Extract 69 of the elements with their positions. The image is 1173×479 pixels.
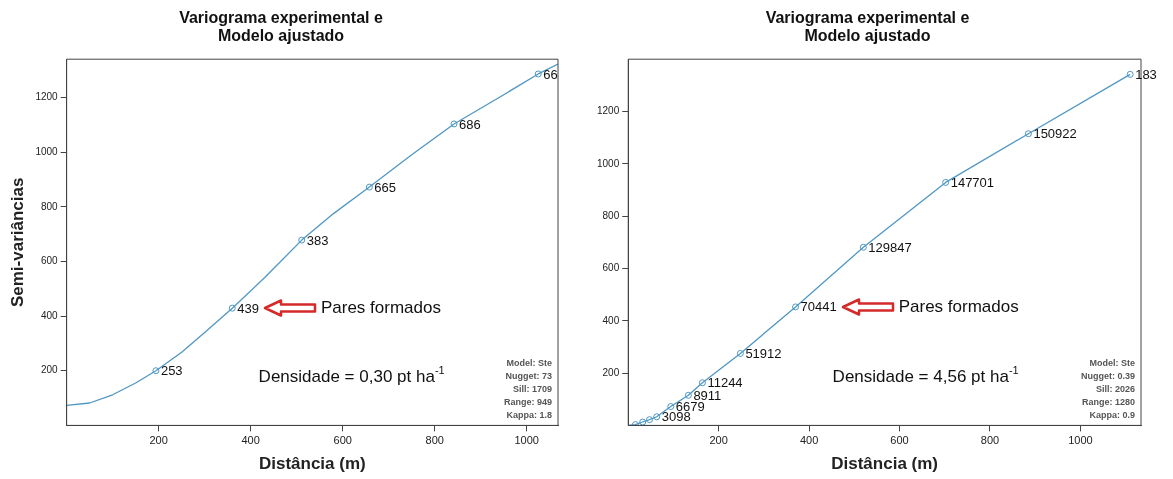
x-tick-label: 600 — [333, 434, 352, 447]
y-tick-label: 1200 — [597, 105, 620, 117]
annotation: 665 — [374, 179, 397, 195]
annotation: 66 — [543, 66, 558, 82]
annotation: 70441 — [800, 299, 837, 315]
point — [365, 183, 373, 191]
annotation: 686 — [459, 116, 481, 132]
point — [792, 303, 800, 311]
point — [667, 403, 675, 411]
annotation: Kappa: 0.9 — [1089, 409, 1135, 420]
y-tick-label: 1000 — [597, 157, 620, 169]
y-axis-title: Semi-variâncias — [7, 177, 27, 308]
point — [152, 367, 160, 375]
chart-title: Variograma experimental e Modelo ajustado — [179, 9, 383, 44]
annotation: Pares formados — [320, 297, 441, 317]
annotation: 183 — [1135, 66, 1157, 82]
point — [1024, 130, 1032, 138]
x-tick-label: 1000 — [1068, 434, 1093, 447]
annotation: 51912 — [745, 346, 782, 362]
point — [534, 70, 542, 78]
y-tick-label: 200 — [40, 364, 59, 376]
annotation: Nugget: 73 — [505, 370, 552, 381]
annotation: Nugget: 0.39 — [1080, 370, 1135, 381]
y-tick-label: 800 — [602, 209, 620, 221]
annotation: 439 — [237, 300, 259, 316]
y-tick-label: 600 — [40, 255, 59, 267]
point — [1126, 70, 1134, 78]
annotation: Pares formados — [898, 296, 1019, 316]
x-tick-label: 400 — [241, 434, 260, 447]
x-tick-label: 1000 — [514, 434, 539, 447]
annotation: Range: 1280 — [1081, 396, 1135, 407]
annotation: Range: 949 — [503, 396, 552, 407]
point — [942, 178, 950, 186]
x-axis-title: Distância (m) — [258, 454, 366, 474]
point — [646, 416, 653, 424]
chart-title: Variograma experimental e Modelo ajustado — [765, 9, 970, 44]
annotation: Model: Ste — [1089, 357, 1135, 368]
y-tick-label: 600 — [602, 262, 620, 274]
annotation: Sill: 2026 — [1095, 383, 1135, 394]
annotation: 150922 — [1033, 126, 1077, 142]
x-tick-label: 800 — [980, 434, 1000, 447]
annotation: 253 — [160, 363, 183, 379]
x-tick-label: 200 — [709, 434, 728, 447]
y-tick-label: 800 — [40, 200, 59, 212]
point — [698, 379, 706, 387]
annotation: Model: Ste — [506, 357, 552, 368]
point — [653, 413, 661, 421]
point — [736, 349, 744, 357]
x-tick-label: 800 — [425, 434, 444, 447]
point — [684, 391, 692, 399]
point — [639, 418, 647, 426]
y-tick-label: 400 — [602, 314, 620, 326]
x-tick-label: 600 — [890, 434, 909, 447]
annotation: 129847 — [868, 239, 912, 255]
y-tick-label: 400 — [40, 309, 59, 321]
y-tick-label: 1200 — [35, 91, 59, 103]
point — [450, 120, 458, 128]
annotation: Kappa: 1.8 — [506, 409, 552, 420]
y-tick-label: 200 — [602, 366, 620, 378]
annotation: Sill: 1709 — [512, 383, 552, 394]
x-axis-title: Distância (m) — [831, 454, 938, 474]
point — [859, 243, 867, 251]
x-tick-label: 400 — [799, 434, 819, 447]
x-tick-label: 200 — [149, 434, 168, 447]
annotation: 147701 — [950, 174, 995, 190]
point — [228, 304, 236, 312]
y-tick-label: 1000 — [35, 145, 59, 157]
annotation: 383 — [306, 232, 329, 248]
point — [298, 236, 306, 244]
